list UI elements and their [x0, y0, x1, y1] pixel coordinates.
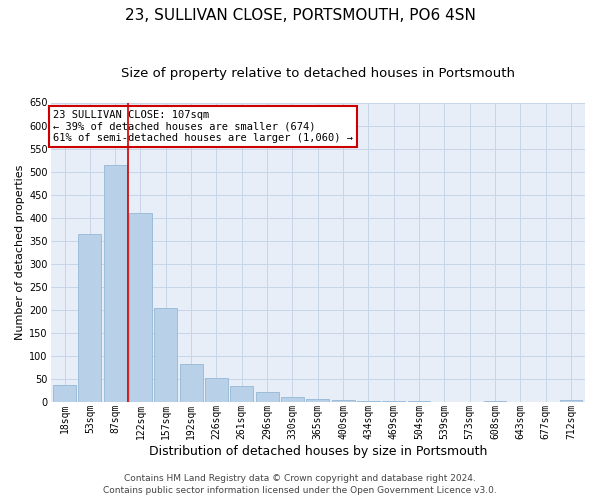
Bar [230, 386, 253, 402]
Text: 23 SULLIVAN CLOSE: 107sqm
← 39% of detached houses are smaller (674)
61% of semi: 23 SULLIVAN CLOSE: 107sqm ← 39% of detac… [53, 110, 353, 143]
Bar [382, 401, 405, 402]
Y-axis label: Number of detached properties: Number of detached properties [15, 164, 25, 340]
Bar [205, 378, 228, 402]
Title: Size of property relative to detached houses in Portsmouth: Size of property relative to detached ho… [121, 68, 515, 80]
Bar [484, 401, 506, 402]
Bar [307, 398, 329, 402]
Bar [408, 401, 430, 402]
Bar [357, 401, 380, 402]
Bar [154, 308, 177, 402]
Bar [180, 364, 203, 403]
X-axis label: Distribution of detached houses by size in Portsmouth: Distribution of detached houses by size … [149, 444, 487, 458]
Bar [129, 213, 152, 402]
Text: Contains HM Land Registry data © Crown copyright and database right 2024.
Contai: Contains HM Land Registry data © Crown c… [103, 474, 497, 495]
Bar [560, 400, 583, 402]
Bar [281, 397, 304, 402]
Bar [79, 234, 101, 402]
Bar [53, 385, 76, 402]
Bar [256, 392, 278, 402]
Bar [104, 165, 127, 402]
Bar [332, 400, 355, 402]
Text: 23, SULLIVAN CLOSE, PORTSMOUTH, PO6 4SN: 23, SULLIVAN CLOSE, PORTSMOUTH, PO6 4SN [125, 8, 475, 22]
